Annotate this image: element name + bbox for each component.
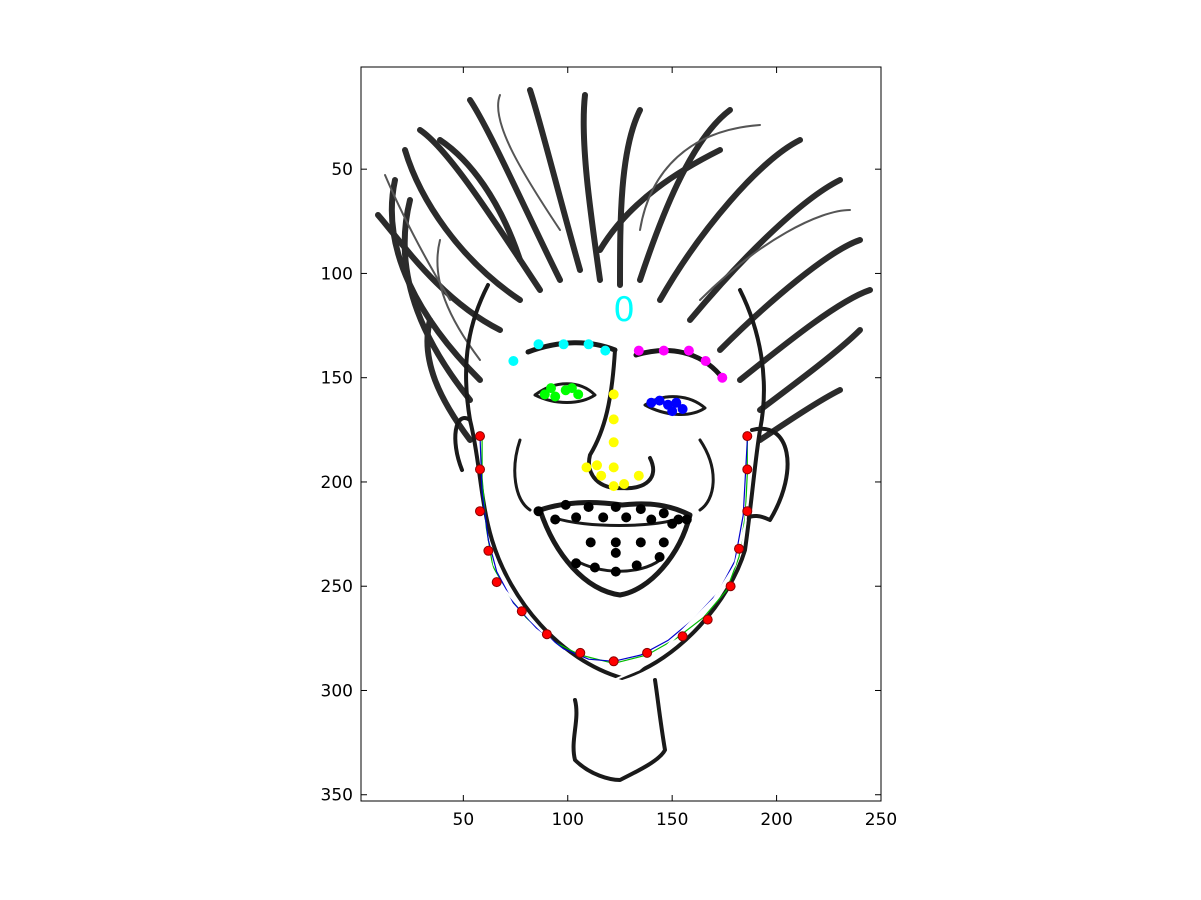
landmark-point xyxy=(508,356,519,366)
landmark-point xyxy=(475,431,485,442)
landmark-point xyxy=(600,345,611,356)
landmark-point xyxy=(550,514,561,525)
x-tick-label: 150 xyxy=(656,810,688,830)
landmark-point xyxy=(610,537,621,548)
landmark-point xyxy=(610,502,621,512)
annotations: 0 xyxy=(613,290,635,330)
landmark-point xyxy=(571,558,582,569)
landmark-point xyxy=(621,512,632,523)
caricature-face-image xyxy=(375,87,873,782)
landmark-point xyxy=(475,506,485,517)
landmark-point xyxy=(610,547,621,558)
landmark-point xyxy=(635,537,646,548)
x-tick-label: 200 xyxy=(760,810,792,830)
landmark-point xyxy=(589,562,600,573)
landmark-point xyxy=(608,389,619,400)
landmark-point xyxy=(571,512,582,523)
axes-frame xyxy=(360,66,882,802)
x-tick-label: 100 xyxy=(552,810,584,830)
landmark-point xyxy=(592,460,602,471)
landmark-point xyxy=(596,470,607,481)
annotation-label: 0 xyxy=(613,290,635,330)
y-tick-label: 300 xyxy=(321,681,353,701)
landmark-point xyxy=(566,383,577,394)
landmark-point xyxy=(558,339,569,350)
landmark-point xyxy=(681,514,692,525)
landmark-point xyxy=(742,506,753,517)
landmark-point xyxy=(658,345,669,356)
landmark-point xyxy=(533,506,544,517)
landmark-point xyxy=(700,356,711,366)
x-tick-label: 250 xyxy=(865,810,897,830)
y-tick-labels: 50 100 150 200 250 300 350 xyxy=(321,160,353,806)
landmark-point xyxy=(491,577,502,588)
landmark-point xyxy=(658,508,669,519)
landmark-point xyxy=(646,514,657,525)
landmark-point xyxy=(677,631,688,642)
landmark-point xyxy=(550,391,561,402)
landmark-point xyxy=(608,481,619,492)
landmark-point xyxy=(585,537,596,548)
landmark-point xyxy=(516,606,527,617)
landmark-point xyxy=(667,518,678,529)
landmark-point xyxy=(683,345,694,356)
landmark-point xyxy=(475,464,485,475)
y-tick-label: 200 xyxy=(321,473,353,493)
landmark-point xyxy=(560,499,571,510)
landmark-point xyxy=(633,345,644,356)
landmark-point xyxy=(539,389,550,400)
landmark-point xyxy=(702,614,713,625)
landmark-point xyxy=(667,406,678,417)
landmark-point xyxy=(646,397,657,408)
landmark-point xyxy=(654,552,665,562)
y-tick-label: 100 xyxy=(321,264,353,284)
landmark-point xyxy=(742,464,753,475)
landmark-point xyxy=(583,502,594,512)
landmark-point xyxy=(654,395,665,406)
y-tick-label: 350 xyxy=(321,786,353,806)
y-tick-label: 150 xyxy=(321,369,353,389)
landmark-point xyxy=(742,431,753,442)
landmark-point xyxy=(631,560,642,571)
y-tick-label: 50 xyxy=(331,160,353,180)
landmark-points xyxy=(475,339,753,667)
landmark-point xyxy=(573,389,584,400)
landmark-point xyxy=(734,543,744,554)
landmark-point xyxy=(583,339,594,350)
contour-curve xyxy=(479,481,751,682)
landmark-point xyxy=(581,462,592,473)
x-tick-labels: 50 100 150 200 250 xyxy=(453,810,898,830)
landmark-point xyxy=(575,647,586,658)
landmark-point xyxy=(533,339,544,350)
landmark-point xyxy=(677,404,688,414)
landmark-point xyxy=(608,414,619,425)
landmark-point xyxy=(671,397,682,408)
landmark-point xyxy=(633,470,644,481)
landmark-point xyxy=(658,537,669,548)
landmark-point xyxy=(635,504,646,515)
landmark-point xyxy=(725,581,736,592)
landmark-point xyxy=(608,437,619,448)
landmark-point xyxy=(541,629,552,640)
landmark-point xyxy=(610,566,621,577)
landmark-point xyxy=(546,383,556,394)
y-tick-label: 250 xyxy=(321,577,353,597)
axis-ticks xyxy=(361,67,882,801)
landmark-point xyxy=(608,462,619,473)
landmark-point xyxy=(619,479,630,489)
landmark-point xyxy=(642,647,653,658)
landmark-point xyxy=(608,656,619,667)
landmark-point xyxy=(483,545,494,556)
landmark-point xyxy=(717,372,728,383)
x-tick-label: 50 xyxy=(453,810,475,830)
landmark-point xyxy=(598,512,609,523)
